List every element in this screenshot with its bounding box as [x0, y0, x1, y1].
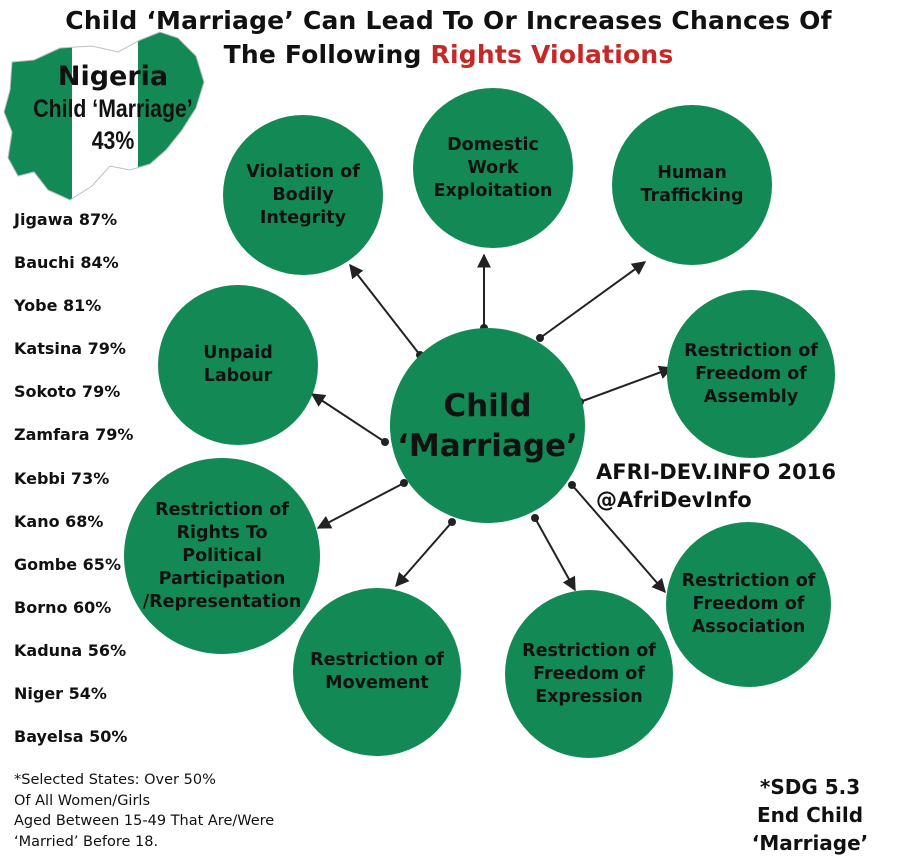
node-label-line: Trafficking [640, 186, 744, 206]
node-label-line: Human [657, 163, 727, 183]
node-label-line: Rights To [176, 522, 268, 543]
center-label-line: ‘Marriage’ [397, 427, 578, 464]
footnote: *Selected States: Over 50% Of All Women/… [14, 770, 274, 852]
center-node-child-marriage: Child ‘Marriage’ [390, 328, 585, 523]
node-freedom-of-assembly: Restriction of Freedom of Assembly [667, 290, 835, 458]
node-label-line: Restriction of [155, 499, 289, 520]
state-item: Sokoto 79% [14, 382, 121, 402]
arrow-assembly [579, 365, 674, 403]
node-freedom-of-association: Restriction of Freedom of Association [666, 522, 831, 687]
node-label-line: Domestic [447, 134, 539, 155]
footnote-line: Of All Women/Girls [14, 792, 151, 809]
node-freedom-of-expression: Restriction of Freedom of Expression [505, 590, 673, 758]
state-item: Bauchi 84% [14, 253, 119, 273]
title-line-2: The Following Rights Violations [0, 38, 897, 72]
map-country-name: Nigeria [57, 61, 169, 92]
arrow-expression [534, 517, 576, 592]
arrow-association [571, 484, 666, 594]
node-label-line: Freedom of [695, 363, 807, 384]
map-label: Nigeria Child ‘Marriage’ 43% [18, 60, 208, 158]
node-label-line: Expression [535, 686, 643, 707]
node-label-line: Bodily [272, 184, 334, 205]
sdg-line: End Child [756, 803, 864, 827]
sdg-line: *SDG 5.3 [759, 775, 861, 799]
node-label-line: Assembly [703, 386, 799, 407]
node-label-line: Exploitation [433, 180, 553, 201]
state-item: Kano 68% [14, 511, 104, 531]
title-accent: Rights Violations [430, 40, 674, 69]
arrow-movement [395, 521, 453, 588]
node-restriction-of-movement: Restriction of Movement [293, 588, 461, 756]
node-label-line: Movement [325, 673, 429, 693]
node-label-line: Freedom of [692, 594, 805, 614]
credit-site: AFRI-DEV.INFO 2016 [596, 460, 836, 484]
node-unpaid-labour: Unpaid Labour [158, 285, 318, 445]
state-item: Yobe 81% [14, 296, 102, 316]
node-label-line: /Representation [142, 591, 302, 612]
map-subtitle: Child ‘Marriage’ [33, 95, 193, 123]
arrow-political [316, 482, 405, 529]
credit-handle: @AfriDevInfo [596, 488, 752, 512]
node-label-line: Political [182, 545, 262, 566]
source-credit: AFRI-DEV.INFO 2016 @AfriDevInfo [596, 458, 836, 514]
sdg-line: ‘Marriage’ [751, 831, 869, 855]
node-label-line: Restriction of [681, 571, 816, 591]
node-label-line: Unpaid [203, 343, 273, 363]
center-label-line: Child [443, 387, 532, 424]
state-rates-list: Jigawa 87% Bauchi 84% Yobe 81% Katsina 7… [14, 205, 133, 765]
state-item: Katsina 79% [14, 339, 126, 359]
footnote-line: Aged Between 15-49 That Are/Were [14, 813, 275, 829]
node-label-line: Participation [158, 568, 286, 589]
node-domestic-work-exploitation: Domestic Work Exploitation [413, 88, 573, 248]
node-label-line: Freedom of [533, 663, 645, 684]
sdg-note: *SDG 5.3 End Child ‘Marriage’ [735, 773, 885, 857]
title-line-1: Child ‘Marriage’ Can Lead To Or Increase… [65, 6, 832, 35]
state-item: Kebbi 73% [14, 468, 110, 488]
node-label-line: Association [691, 617, 806, 637]
node-label-line: Integrity [259, 207, 347, 228]
node-human-trafficking: Human Trafficking [612, 105, 772, 265]
node-label-line: Labour [203, 366, 273, 386]
node-political-participation: Restriction of Rights To Political Parti… [124, 458, 320, 654]
arrow-unpaid-labour [310, 393, 386, 443]
node-label-line: Restriction of [310, 650, 444, 670]
state-item: Niger 54% [14, 684, 107, 704]
footnote-line: ‘Married’ Before 18. [14, 833, 159, 850]
node-bodily-integrity: Violation of Bodily Integrity [223, 115, 383, 275]
node-label-line: Violation of [246, 161, 360, 182]
state-item: Jigawa 87% [14, 210, 118, 229]
arrow-human-trafficking [539, 261, 647, 339]
node-label-line: Restriction of [522, 640, 656, 661]
nigeria-map-graphic [3, 31, 205, 201]
footnote-line: *Selected States: Over 50% [14, 772, 216, 788]
state-item: Gombe 65% [14, 554, 121, 574]
state-item: Bayelsa 50% [14, 727, 128, 747]
node-label-line: Restriction of [684, 340, 818, 361]
title-line-2-prefix: The Following [223, 40, 431, 69]
arrow-bodily-integrity [349, 263, 421, 356]
node-label-line: Work [467, 157, 519, 178]
map-national-rate: 43% [91, 127, 135, 155]
state-item: Kaduna 56% [14, 640, 127, 660]
state-item: Zamfara 79% [14, 425, 134, 445]
state-item: Borno 60% [14, 597, 112, 617]
page-title: Child ‘Marriage’ Can Lead To Or Increase… [0, 4, 897, 72]
